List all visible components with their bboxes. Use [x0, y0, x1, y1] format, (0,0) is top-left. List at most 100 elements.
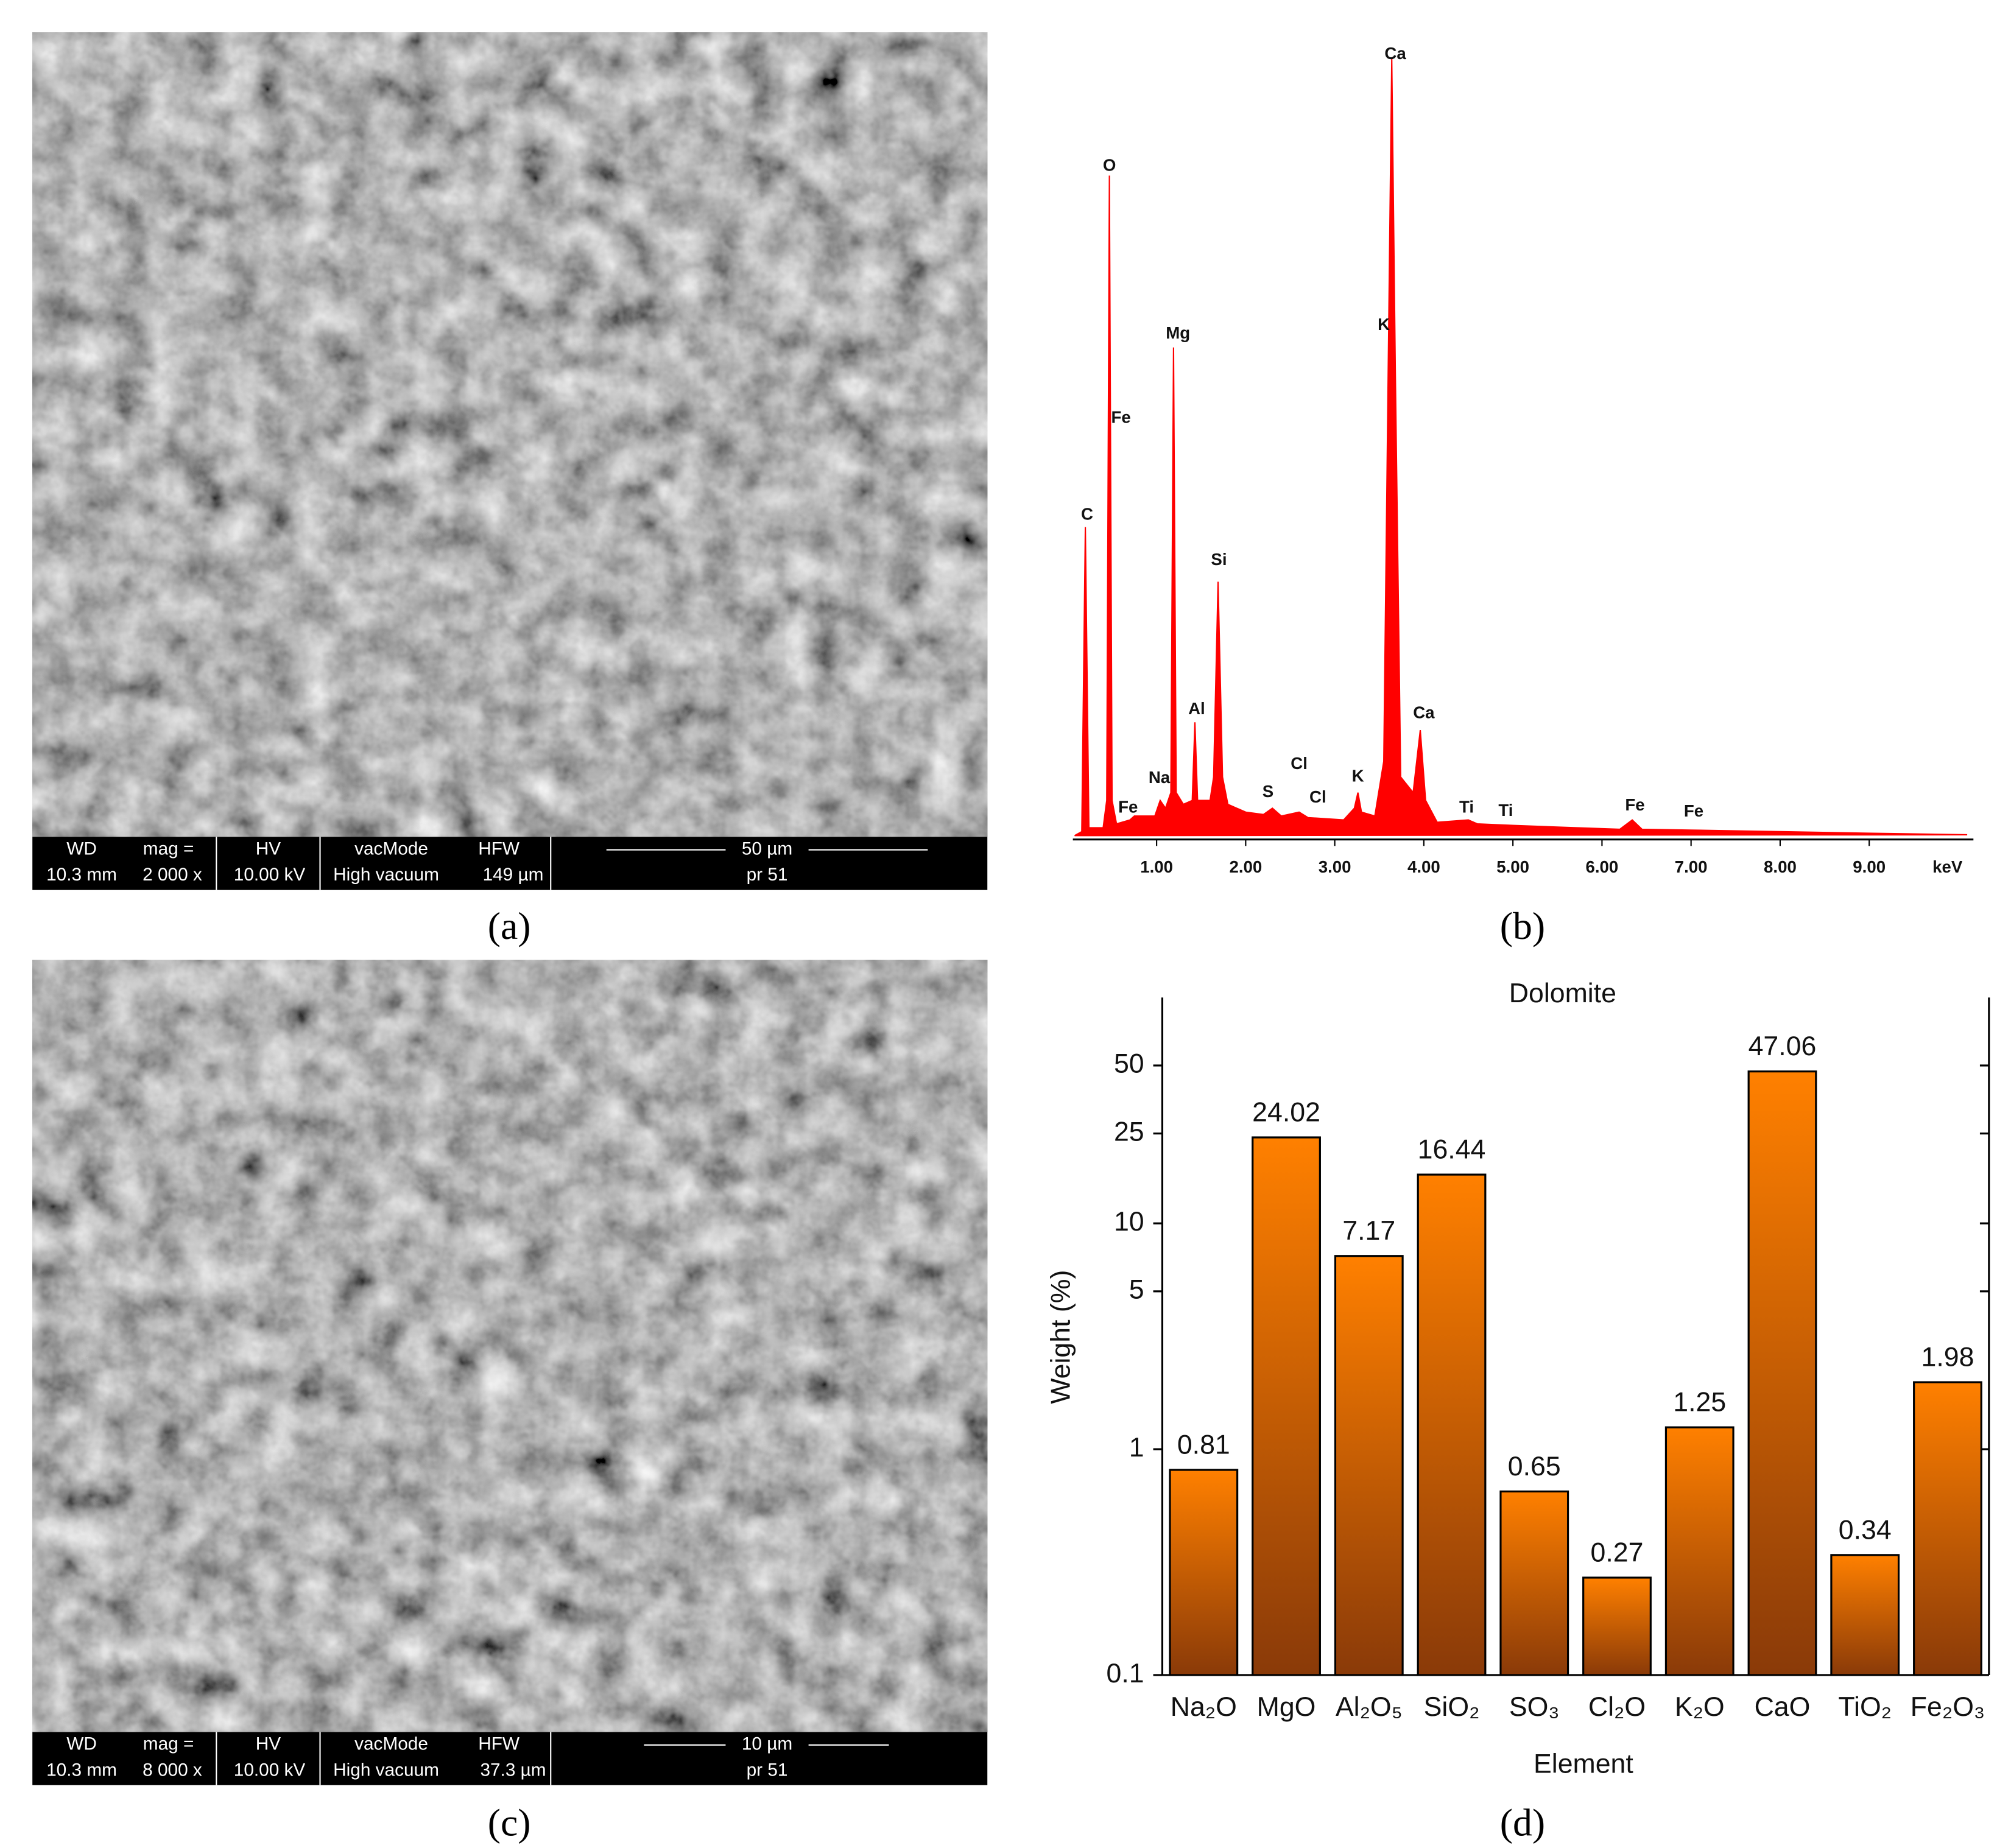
value-label: 16.44	[1418, 1135, 1486, 1165]
y-tick-label: 1	[1129, 1433, 1144, 1463]
x-tick-label: 7.00	[1675, 857, 1708, 876]
info-bar	[32, 1732, 988, 1785]
peak-label: C	[1081, 505, 1093, 524]
x-tick-label: Fe₂O₃	[1911, 1692, 1985, 1722]
bar	[1334, 1255, 1404, 1676]
info-value: 10.00 kV	[234, 865, 306, 885]
info-value: High vacuum	[333, 1760, 439, 1780]
bar	[1417, 1173, 1487, 1676]
value-label: 0.34	[1839, 1515, 1892, 1545]
y-axis-label: Weight (%)	[1046, 1270, 1076, 1404]
value-label: 7.17	[1342, 1216, 1395, 1246]
x-tick-label: 2.00	[1229, 857, 1262, 876]
x-tick-label: 9.00	[1853, 857, 1886, 876]
info-header: WD	[66, 839, 97, 859]
x-axis-label: keV	[1932, 857, 1963, 876]
peak-label: Na	[1149, 768, 1171, 787]
y-tick-label: 5	[1129, 1275, 1144, 1305]
value-label: 0.65	[1508, 1452, 1561, 1481]
bar	[1252, 1136, 1321, 1676]
bar	[1169, 1469, 1239, 1676]
x-tick-label: 3.00	[1319, 857, 1351, 876]
info-value: 8 000 x	[143, 1760, 202, 1780]
info-header: HFW	[478, 839, 519, 859]
info-value: 149 µm	[483, 865, 544, 885]
value-label: 0.27	[1591, 1537, 1644, 1567]
bar	[1499, 1490, 1569, 1676]
info-value: 2 000 x	[143, 865, 202, 885]
x-tick-label: MgO	[1257, 1692, 1316, 1722]
peak-label: S	[1263, 782, 1273, 801]
info-header: HV	[256, 1734, 281, 1754]
info-value: High vacuum	[333, 865, 439, 885]
info-header: HV	[256, 839, 281, 859]
value-label: 0.81	[1177, 1430, 1230, 1460]
y-tick-label: 50	[1114, 1049, 1144, 1079]
info-header: mag =	[143, 1734, 194, 1754]
peak-label: Ca	[1413, 703, 1435, 722]
value-label: 1.25	[1673, 1388, 1726, 1418]
panel-label: (d)	[1500, 1801, 1545, 1844]
peak-label: K	[1378, 315, 1390, 334]
panel-label: (b)	[1500, 904, 1545, 947]
bar	[1664, 1426, 1735, 1676]
bar	[1747, 1070, 1817, 1676]
y-tick-label: 0.1	[1107, 1659, 1144, 1688]
info-value: 10.3 mm	[46, 1760, 117, 1780]
x-tick-label: Cl₂O	[1588, 1692, 1646, 1722]
info-value: 10.00 kV	[234, 1760, 306, 1780]
value-label: 1.98	[1921, 1343, 1974, 1372]
x-tick-label: 6.00	[1586, 857, 1619, 876]
info-value: 37.3 µm	[480, 1760, 546, 1780]
chart-title: Dolomite	[1509, 978, 1616, 1008]
x-tick-label: Al₂O₅	[1336, 1692, 1403, 1722]
peak-label: Fe	[1118, 798, 1138, 817]
bar	[1913, 1381, 1982, 1676]
x-tick-label: Na₂O	[1171, 1692, 1237, 1722]
peak-label: Cl	[1309, 787, 1326, 806]
peak-label: Al	[1188, 699, 1205, 718]
x-tick-label: K₂O	[1675, 1692, 1725, 1722]
bar	[1582, 1576, 1652, 1676]
sample-name: pr 51	[747, 865, 788, 885]
x-tick-label: 8.00	[1764, 857, 1797, 876]
spectrum	[1074, 58, 1968, 837]
panel-label: (c)	[488, 1801, 531, 1844]
y-tick-label: 25	[1114, 1117, 1144, 1147]
x-tick-label: TiO₂	[1838, 1692, 1892, 1722]
info-header: WD	[66, 1734, 97, 1754]
info-header: vacMode	[354, 839, 428, 859]
x-tick-label: SiO₂	[1424, 1692, 1480, 1722]
panel-label: (a)	[488, 904, 531, 947]
scale-bar-label: 10 µm	[742, 1734, 792, 1754]
peak-label: Cl	[1291, 754, 1308, 773]
x-tick-label: CaO	[1755, 1692, 1811, 1722]
info-bar	[32, 837, 988, 890]
info-header: HFW	[478, 1734, 519, 1754]
x-tick-label: SO₃	[1509, 1692, 1560, 1722]
peak-label: Ti	[1498, 801, 1513, 820]
scale-bar-label: 50 µm	[742, 839, 792, 859]
peak-label: Si	[1211, 550, 1227, 569]
info-header: mag =	[143, 839, 194, 859]
peak-label: Ca	[1384, 44, 1406, 63]
x-tick-label: 4.00	[1407, 857, 1440, 876]
y-tick-label: 10	[1114, 1207, 1144, 1237]
value-label: 47.06	[1749, 1031, 1817, 1061]
sample-name: pr 51	[747, 1760, 788, 1780]
sem-image	[32, 960, 988, 1732]
peak-label: Fe	[1625, 795, 1644, 814]
peak-label: Mg	[1166, 323, 1190, 342]
info-value: 10.3 mm	[46, 865, 117, 885]
peak-label: Fe	[1684, 801, 1703, 820]
info-header: vacMode	[354, 1734, 428, 1754]
peak-label: Fe	[1111, 408, 1130, 427]
sem-image	[32, 32, 988, 837]
peak-label: Ti	[1459, 798, 1474, 817]
value-label: 24.02	[1252, 1097, 1320, 1127]
x-tick-label: 1.00	[1140, 857, 1173, 876]
peak-label: K	[1352, 766, 1364, 785]
bar	[1830, 1554, 1900, 1676]
peak-label: O	[1103, 155, 1116, 174]
